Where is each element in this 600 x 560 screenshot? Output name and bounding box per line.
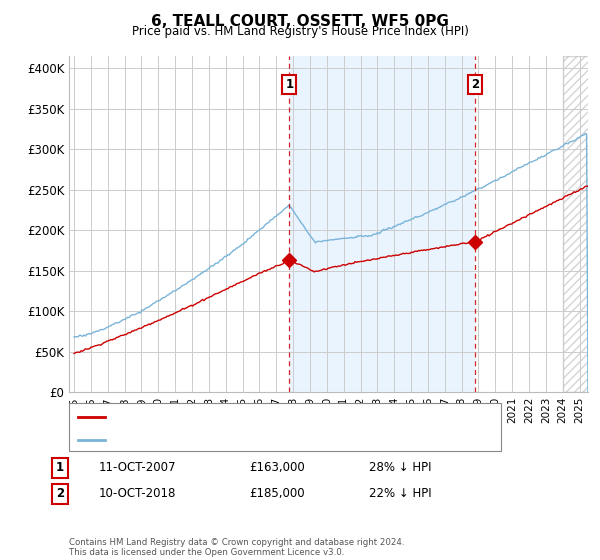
Text: £163,000: £163,000 bbox=[249, 461, 305, 474]
Text: 1: 1 bbox=[56, 461, 64, 474]
Text: 10-OCT-2018: 10-OCT-2018 bbox=[99, 487, 176, 501]
Text: 22% ↓ HPI: 22% ↓ HPI bbox=[369, 487, 431, 501]
Text: 2: 2 bbox=[56, 487, 64, 501]
Bar bbox=[563, 56, 596, 392]
Text: 1: 1 bbox=[286, 78, 293, 91]
Text: Price paid vs. HM Land Registry's House Price Index (HPI): Price paid vs. HM Land Registry's House … bbox=[131, 25, 469, 38]
Text: Contains HM Land Registry data © Crown copyright and database right 2024.
This d: Contains HM Land Registry data © Crown c… bbox=[69, 538, 404, 557]
Text: 28% ↓ HPI: 28% ↓ HPI bbox=[369, 461, 431, 474]
Text: HPI: Average price, detached house, Wakefield: HPI: Average price, detached house, Wake… bbox=[111, 435, 372, 445]
Bar bbox=[289, 56, 475, 392]
Text: 6, TEALL COURT, OSSETT, WF5 0PG (detached house): 6, TEALL COURT, OSSETT, WF5 0PG (detache… bbox=[111, 412, 410, 422]
Text: £185,000: £185,000 bbox=[249, 487, 305, 501]
Text: 11-OCT-2007: 11-OCT-2007 bbox=[99, 461, 176, 474]
Text: 2: 2 bbox=[471, 78, 479, 91]
Text: 6, TEALL COURT, OSSETT, WF5 0PG: 6, TEALL COURT, OSSETT, WF5 0PG bbox=[151, 14, 449, 29]
